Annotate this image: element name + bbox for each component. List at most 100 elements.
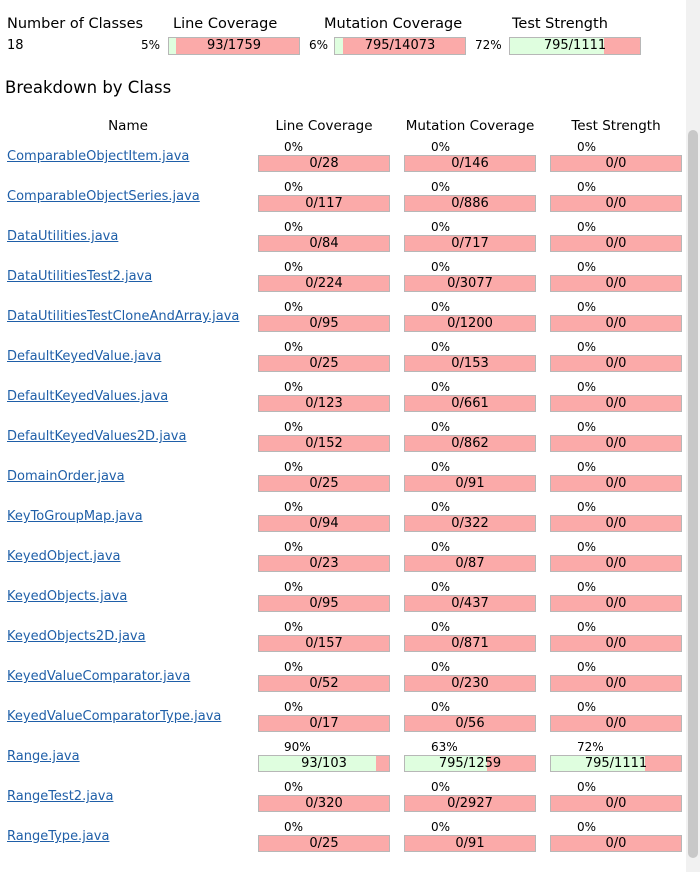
column-header-line-coverage: Line Coverage	[275, 118, 373, 134]
line-coverage-bar: 0/52	[258, 675, 390, 692]
mutation-ratio: 0/91	[455, 476, 485, 491]
class-link[interactable]: DefaultKeyedValues2D.java	[7, 429, 187, 444]
mutation-coverage-bar: 0/717	[404, 235, 536, 252]
line-ratio: 0/25	[309, 356, 339, 371]
mutation-percent: 0%	[431, 780, 451, 794]
summary-mutation-percent: 6%	[309, 38, 329, 52]
line-ratio: 0/84	[309, 236, 339, 251]
strength-percent: 0%	[577, 420, 597, 434]
strength-ratio: 0/0	[605, 836, 627, 851]
class-link[interactable]: ComparableObjectItem.java	[7, 149, 190, 164]
line-percent: 0%	[284, 700, 304, 714]
line-percent: 0%	[284, 140, 304, 154]
strength-percent: 0%	[577, 540, 597, 554]
mutation-ratio: 0/3077	[447, 276, 493, 291]
mutation-percent: 0%	[431, 420, 451, 434]
strength-percent: 0%	[577, 460, 597, 474]
coverage-fill	[335, 38, 343, 54]
mutation-coverage-bar: 0/661	[404, 395, 536, 412]
class-link[interactable]: DataUtilitiesTest2.java	[7, 269, 153, 284]
mutation-ratio: 0/230	[451, 676, 489, 691]
class-link[interactable]: KeyedObjects2D.java	[7, 629, 146, 644]
coverage-fill	[551, 756, 645, 771]
line-coverage-bar: 0/320	[258, 795, 390, 812]
class-link[interactable]: DomainOrder.java	[7, 469, 125, 484]
class-link[interactable]: DataUtilitiesTestCloneAndArray.java	[7, 309, 240, 324]
strength-coverage-bar: 0/0	[550, 315, 682, 332]
mutation-percent: 0%	[431, 340, 451, 354]
class-link[interactable]: KeyedValueComparatorType.java	[7, 709, 222, 724]
strength-coverage-bar: 0/0	[550, 635, 682, 652]
line-coverage-bar: 93/103	[258, 755, 390, 772]
mutation-percent: 0%	[431, 540, 451, 554]
coverage-fill	[259, 756, 376, 771]
header-test-strength: Test Strength	[512, 16, 608, 32]
strength-coverage-bar: 0/0	[550, 235, 682, 252]
line-percent: 0%	[284, 300, 304, 314]
strength-percent: 0%	[577, 660, 597, 674]
strength-ratio: 0/0	[605, 316, 627, 331]
breakdown-title: Breakdown by Class	[5, 78, 172, 97]
strength-coverage-bar: 0/0	[550, 475, 682, 492]
vertical-scrollbar[interactable]	[686, 0, 700, 872]
class-link[interactable]: ComparableObjectSeries.java	[7, 189, 200, 204]
mutation-percent: 0%	[431, 660, 451, 674]
class-link[interactable]: RangeTest2.java	[7, 789, 114, 804]
line-ratio: 0/117	[305, 196, 343, 211]
mutation-percent: 0%	[431, 500, 451, 514]
class-count: 18	[7, 38, 24, 53]
class-link[interactable]: RangeType.java	[7, 829, 110, 844]
mutation-coverage-bar: 0/91	[404, 475, 536, 492]
mutation-coverage-bar: 0/862	[404, 435, 536, 452]
line-ratio: 0/224	[305, 276, 343, 291]
line-coverage-bar: 0/95	[258, 315, 390, 332]
header-line-coverage: Line Coverage	[173, 16, 278, 32]
summary-mutation-coverage-bar: 795/14073	[334, 37, 466, 55]
line-coverage-bar: 0/25	[258, 835, 390, 852]
line-coverage-bar: 0/117	[258, 195, 390, 212]
class-link[interactable]: KeyedValueComparator.java	[7, 669, 191, 684]
mutation-percent: 0%	[431, 260, 451, 274]
mutation-percent: 0%	[431, 820, 451, 834]
coverage-fill	[169, 38, 176, 54]
mutation-percent: 0%	[431, 300, 451, 314]
mutation-coverage-bar: 0/230	[404, 675, 536, 692]
line-coverage-bar: 0/95	[258, 595, 390, 612]
mutation-percent: 0%	[431, 580, 451, 594]
mutation-coverage-bar: 0/1200	[404, 315, 536, 332]
line-percent: 0%	[284, 820, 304, 834]
class-link[interactable]: KeyedObject.java	[7, 549, 121, 564]
strength-ratio: 0/0	[605, 596, 627, 611]
strength-percent: 0%	[577, 140, 597, 154]
line-ratio: 0/25	[309, 476, 339, 491]
class-link[interactable]: DataUtilities.java	[7, 229, 119, 244]
class-link[interactable]: DefaultKeyedValues.java	[7, 389, 169, 404]
line-ratio: 0/320	[305, 796, 343, 811]
mutation-ratio: 0/717	[451, 236, 489, 251]
mutation-percent: 0%	[431, 140, 451, 154]
class-link[interactable]: KeyToGroupMap.java	[7, 509, 143, 524]
mutation-ratio: 0/91	[455, 836, 485, 851]
line-percent: 0%	[284, 580, 304, 594]
line-coverage-bar: 0/28	[258, 155, 390, 172]
line-percent: 0%	[284, 260, 304, 274]
coverage-fill	[510, 38, 604, 54]
strength-coverage-bar: 795/1111	[550, 755, 682, 772]
summary-test-strength-bar: 795/1111	[509, 37, 641, 55]
mutation-ratio: 0/661	[451, 396, 489, 411]
strength-percent: 0%	[577, 340, 597, 354]
strength-ratio: 0/0	[605, 716, 627, 731]
line-percent: 0%	[284, 780, 304, 794]
strength-coverage-bar: 0/0	[550, 715, 682, 732]
class-link[interactable]: KeyedObjects.java	[7, 589, 128, 604]
line-coverage-bar: 0/94	[258, 515, 390, 532]
scrollbar-thumb[interactable]	[688, 130, 698, 858]
strength-percent: 0%	[577, 820, 597, 834]
strength-percent: 0%	[577, 180, 597, 194]
line-ratio: 0/23	[309, 556, 339, 571]
class-link[interactable]: Range.java	[7, 749, 80, 764]
mutation-coverage-bar: 0/153	[404, 355, 536, 372]
class-link[interactable]: DefaultKeyedValue.java	[7, 349, 162, 364]
line-ratio: 0/17	[309, 716, 339, 731]
mutation-coverage-bar: 0/886	[404, 195, 536, 212]
